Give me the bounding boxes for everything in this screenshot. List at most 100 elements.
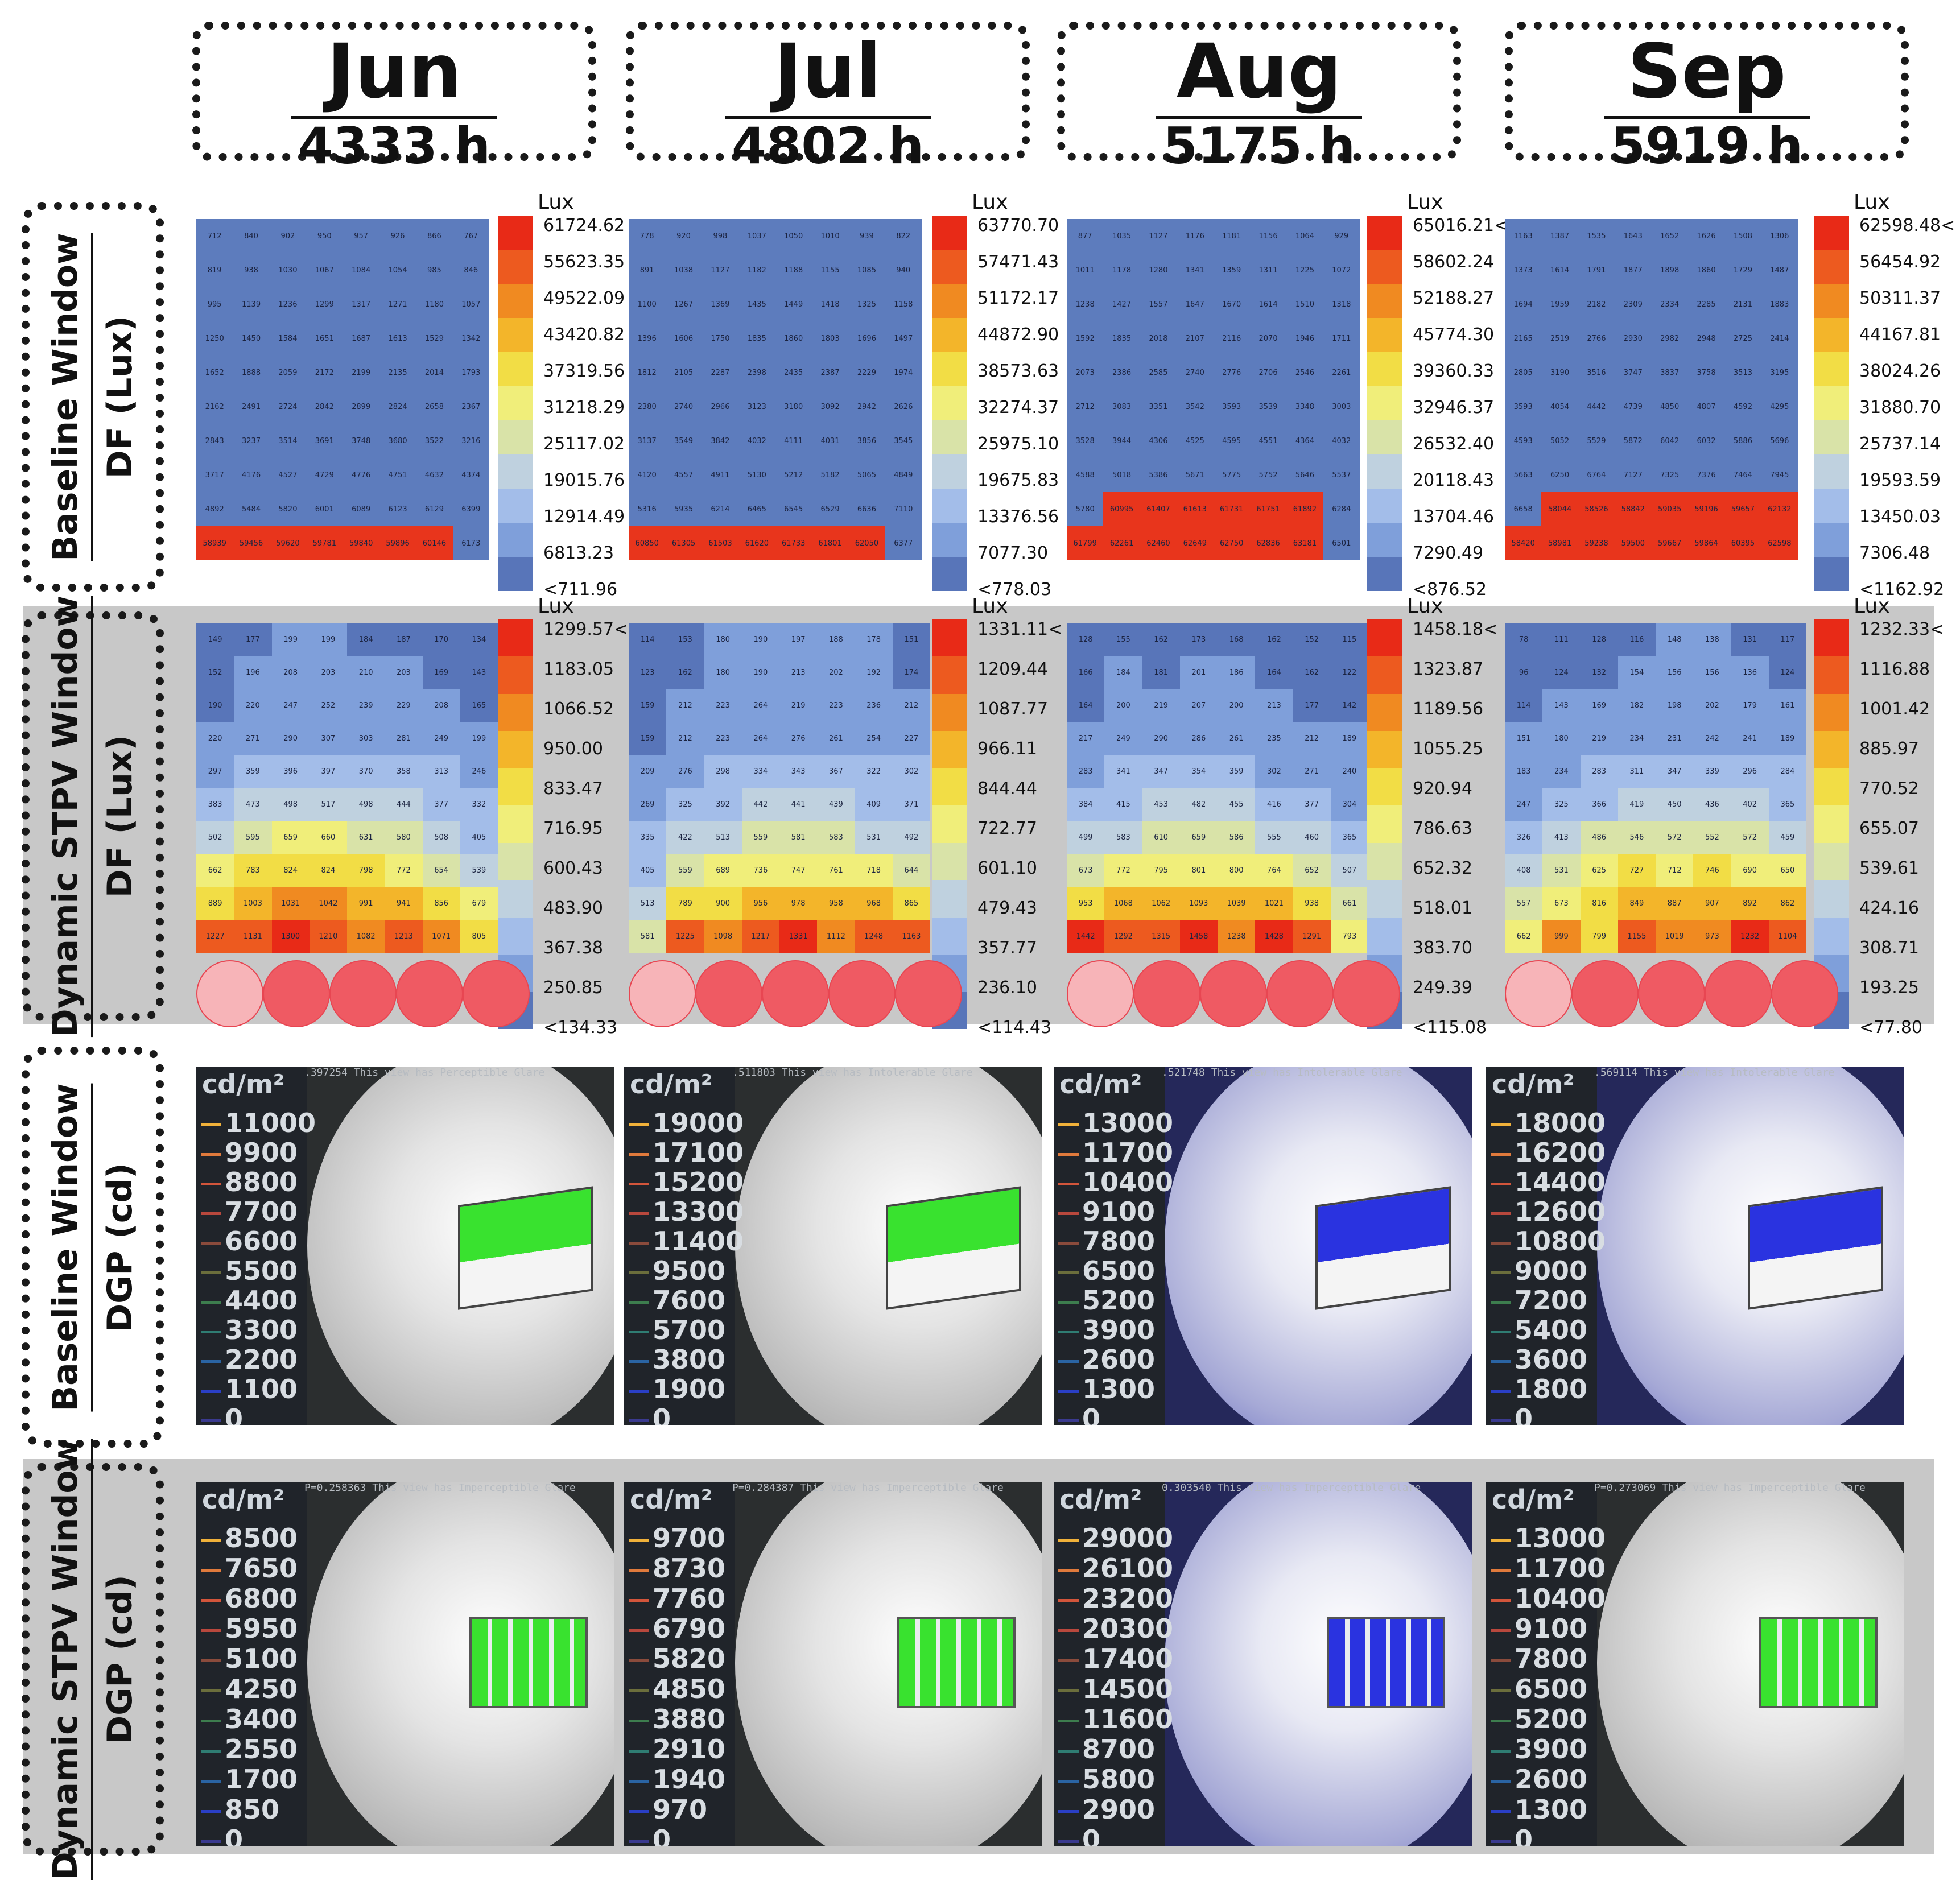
heatmap-cell: 583 (817, 821, 855, 854)
scale-tick-mark (1491, 1569, 1511, 1572)
legend-label: 1189.56 (1413, 699, 1484, 719)
scale-tick-mark (1058, 1659, 1079, 1662)
legend-label: 236.10 (977, 978, 1037, 998)
scale-tick-mark (1491, 1301, 1511, 1304)
scale-tick-label: 11000 (225, 1108, 316, 1138)
legend-swatch (1814, 454, 1849, 489)
heatmap-cell: 772 (1104, 854, 1142, 887)
heatmap-cell: 201 (1179, 656, 1218, 689)
legend-swatch (498, 523, 533, 557)
heatmap-cell: 2285 (1687, 287, 1725, 321)
luminance-scale (624, 1067, 735, 1425)
heatmap-cell: 1396 (629, 321, 666, 356)
legend-unit: Lux (972, 191, 1008, 214)
heatmap-cell: 210 (347, 656, 385, 689)
scale-tick-label: 0 (1515, 1403, 1533, 1425)
heatmap-cell: 1071 (422, 920, 460, 953)
heatmap-cell: 3195 (1761, 356, 1798, 390)
heatmap-cell: 152 (196, 656, 234, 689)
heatmap-cell: 213 (779, 656, 818, 689)
heatmap-cell: 2135 (379, 356, 416, 390)
legend-color-bar (1367, 216, 1402, 591)
scale-tick-mark (1058, 1720, 1079, 1722)
heatmap-cell: 1318 (1323, 287, 1360, 321)
heatmap-cell: 247 (1505, 788, 1543, 821)
heatmap-cell: 3539 (1249, 390, 1287, 424)
heatmap-cell: 252 (309, 689, 347, 722)
heatmap-cell: 801 (1179, 854, 1218, 887)
legend-label: 19593.59 (1859, 470, 1941, 490)
heatmap-cell: 114 (1505, 689, 1543, 722)
df-heatmap: 778 920 998 1037 1050 1010 939 822 891 1038 1127 11… (629, 219, 922, 560)
heatmap-cell: 712 (1656, 854, 1694, 887)
scale-tick-label: 0 (1082, 1403, 1101, 1425)
heatmap-cell: 865 (892, 887, 930, 920)
heatmap-cell: 59196 (1687, 492, 1725, 526)
heatmap-cell: 1306 (1761, 219, 1798, 253)
legend-swatch (498, 917, 533, 955)
heatmap-cell: 1267 (665, 287, 702, 321)
legend-swatch (498, 250, 533, 284)
heatmap-cell: 4849 (885, 458, 922, 492)
heatmap-cell: 1104 (1768, 920, 1806, 953)
heatmap-cell: 326 (1505, 821, 1543, 854)
heatmap-cell: 866 (416, 219, 453, 253)
heatmap-cell: 223 (817, 689, 855, 722)
heatmap-cell: 2229 (848, 356, 885, 390)
heatmap-cell: 1188 (775, 253, 812, 287)
shading-circle (1771, 960, 1838, 1027)
heatmap-cell: 4176 (233, 458, 270, 492)
heatmap-cell: 402 (1731, 788, 1769, 821)
heatmap-cell: 313 (422, 755, 460, 788)
heatmap-cell: 799 (1580, 920, 1618, 953)
heatmap-cell: 241 (1731, 722, 1769, 755)
heatmap-cell: 1271 (379, 287, 416, 321)
legend-swatch (498, 216, 533, 250)
legend-label: 20118.43 (1413, 470, 1495, 490)
heatmap-cell: 6250 (1541, 458, 1578, 492)
legend-label: 770.52 (1859, 779, 1919, 799)
scale-tick-label: 2600 (1515, 1764, 1588, 1795)
scale-tick-mark (629, 1331, 649, 1333)
scale-tick-mark (1058, 1360, 1079, 1363)
legend-label: 722.77 (977, 819, 1037, 838)
month-name: Jul (774, 28, 882, 115)
heatmap-cell: 3348 (1286, 390, 1323, 424)
month-name: Aug (1176, 28, 1342, 115)
legend-label: <77.80 (1859, 1018, 1923, 1038)
heatmap-cell: 162 (1293, 656, 1331, 689)
heatmap-cell: 3717 (196, 458, 233, 492)
row-label-text: Dynamic STPV Window DF (Lux) (46, 595, 140, 1038)
heatmap-cell: 166 (1067, 656, 1105, 689)
heatmap-cell: 405 (629, 854, 667, 887)
heatmap-cell: 178 (855, 623, 893, 656)
legend-label: 52188.27 (1413, 288, 1495, 308)
legend-label: 61724.62 (543, 216, 625, 235)
legend-swatch (1814, 842, 1849, 881)
legend-swatch (498, 768, 533, 806)
legend-swatch (1367, 352, 1402, 386)
legend-label: 844.44 (977, 779, 1037, 799)
heatmap-cell: 283 (1067, 755, 1105, 788)
scale-tick-label: 5500 (225, 1255, 298, 1286)
legend-swatch (932, 523, 967, 557)
heatmap-cell: 455 (1218, 788, 1256, 821)
legend-label: 32274.37 (977, 398, 1059, 418)
legend-swatch (1814, 557, 1849, 591)
row-label-line2: DF (Lux) (100, 315, 140, 478)
heatmap-cell: 247 (271, 689, 310, 722)
df-heatmap: 128 155 162 173 168 162 152 115 166 184 181 201 186 1… (1067, 623, 1368, 953)
legend-swatch (498, 386, 533, 420)
scale-tick-mark (1491, 1153, 1511, 1156)
heatmap-cell: 1959 (1541, 287, 1578, 321)
heatmap-cell: 6129 (416, 492, 453, 526)
legend-swatch (498, 352, 533, 386)
heatmap-cell: 397 (309, 755, 347, 788)
heatmap-cell: 2107 (1177, 321, 1214, 356)
heatmap-cell: 572 (1731, 821, 1769, 854)
heatmap-cell: 1670 (1213, 287, 1250, 321)
heatmap-cell: 3691 (306, 424, 343, 458)
heatmap-cell: 513 (704, 821, 742, 854)
heatmap-cell: 938 (233, 253, 270, 287)
heatmap-cell: 1888 (233, 356, 270, 390)
